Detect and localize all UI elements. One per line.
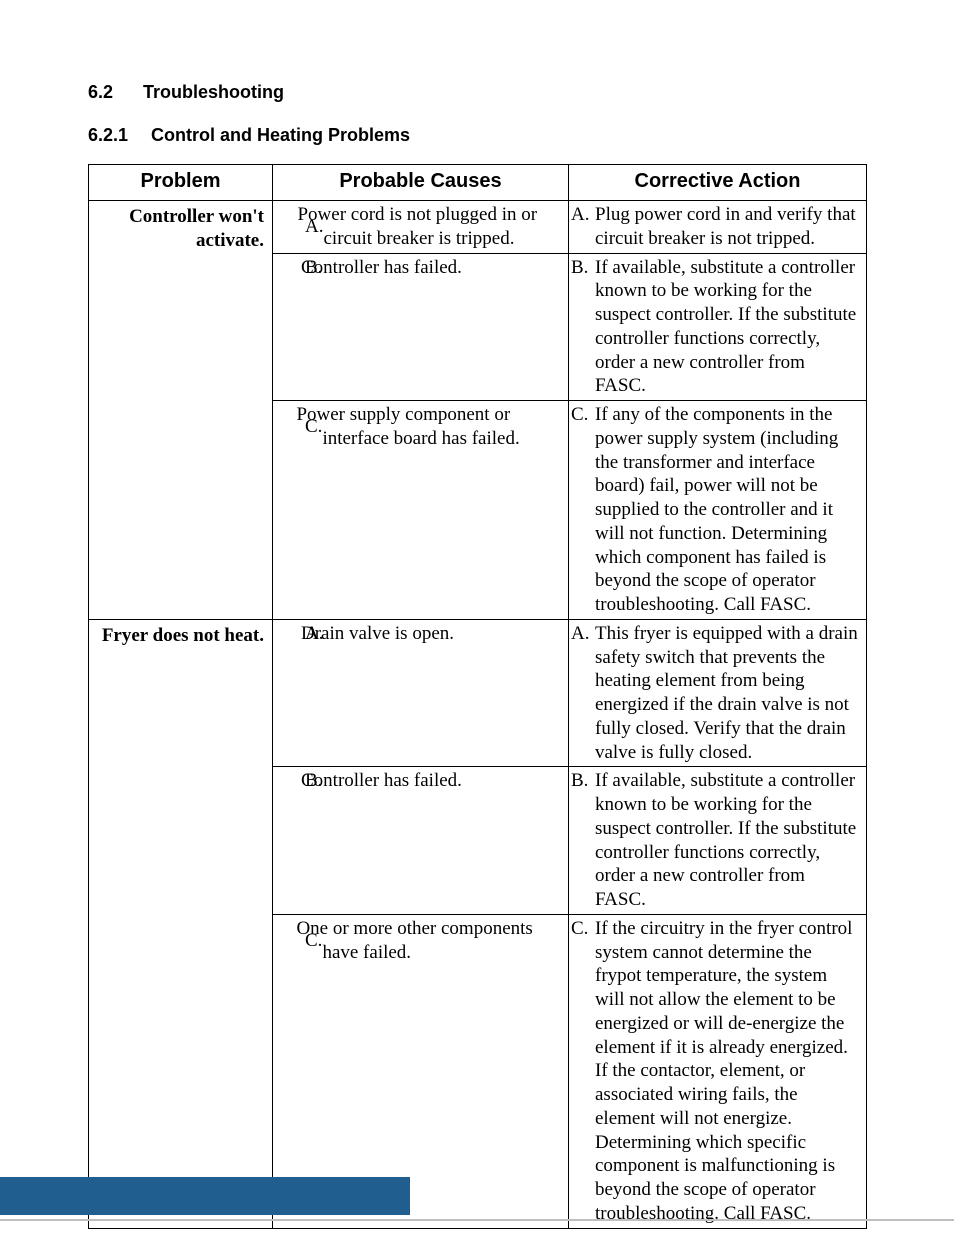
cause-text: Power cord is not plugged in or circuit … — [323, 203, 562, 251]
document-page: 6.2 Troubleshooting 6.2.1 Control and He… — [0, 0, 954, 1235]
action-cell: C.If the circuitry in the fryer control … — [569, 914, 867, 1228]
cause-text: Drain valve is open. — [327, 622, 454, 646]
col-header-action: Corrective Action — [569, 165, 867, 201]
problem-cell: Fryer does not heat. — [89, 619, 273, 1228]
action-text: If any of the components in the power su… — [595, 404, 838, 615]
action-text: If the circuitry in the fryer control sy… — [595, 918, 852, 1224]
action-cell: C.If any of the components in the power … — [569, 401, 867, 620]
cause-text: One or more other components have failed… — [322, 917, 562, 965]
action-letter: A. — [571, 622, 595, 646]
problem-cell: Controller won't activate. — [89, 201, 273, 620]
footer-color-band — [0, 1177, 410, 1215]
cause-text: Controller has failed. — [327, 256, 462, 280]
subsection-number: 6.2.1 — [88, 125, 146, 146]
cause-cell: A.Power cord is not plugged in or circui… — [273, 201, 569, 254]
action-text: If available, substitute a controller kn… — [595, 770, 856, 910]
action-cell: B.If available, substitute a controller … — [569, 767, 867, 915]
section-title: Troubleshooting — [143, 82, 284, 102]
cause-cell: B.Controller has failed. — [273, 767, 569, 915]
subsection-heading: 6.2.1 Control and Heating Problems — [88, 125, 866, 146]
section-number: 6.2 — [88, 82, 138, 103]
col-header-problem: Problem — [89, 165, 273, 201]
table-row: Fryer does not heat. A.Drain valve is op… — [89, 619, 867, 767]
cause-cell: B.Controller has failed. — [273, 253, 569, 401]
action-cell: B.If available, substitute a controller … — [569, 253, 867, 401]
footer-divider — [0, 1219, 954, 1221]
table-header-row: Problem Probable Causes Corrective Actio… — [89, 165, 867, 201]
action-letter: B. — [571, 256, 595, 280]
cause-text: Controller has failed. — [327, 769, 462, 793]
cause-cell: C.Power supply component or interface bo… — [273, 401, 569, 620]
cause-text: Power supply component or interface boar… — [322, 403, 562, 451]
action-letter: A. — [571, 203, 595, 227]
action-letter: B. — [571, 769, 595, 793]
action-cell: A.This fryer is equipped with a drain sa… — [569, 619, 867, 767]
section-heading: 6.2 Troubleshooting — [88, 82, 866, 103]
col-header-cause: Probable Causes — [273, 165, 569, 201]
action-letter: C. — [571, 403, 595, 427]
action-cell: A.Plug power cord in and verify that cir… — [569, 201, 867, 254]
action-letter: C. — [571, 917, 595, 941]
subsection-title: Control and Heating Problems — [151, 125, 410, 145]
action-text: Plug power cord in and verify that circu… — [595, 204, 856, 249]
table-row: Controller won't activate. A.Power cord … — [89, 201, 867, 254]
troubleshooting-table: Problem Probable Causes Corrective Actio… — [88, 164, 867, 1229]
cause-cell: A.Drain valve is open. — [273, 619, 569, 767]
action-text: This fryer is equipped with a drain safe… — [595, 623, 858, 763]
action-text: If available, substitute a controller kn… — [595, 257, 856, 397]
